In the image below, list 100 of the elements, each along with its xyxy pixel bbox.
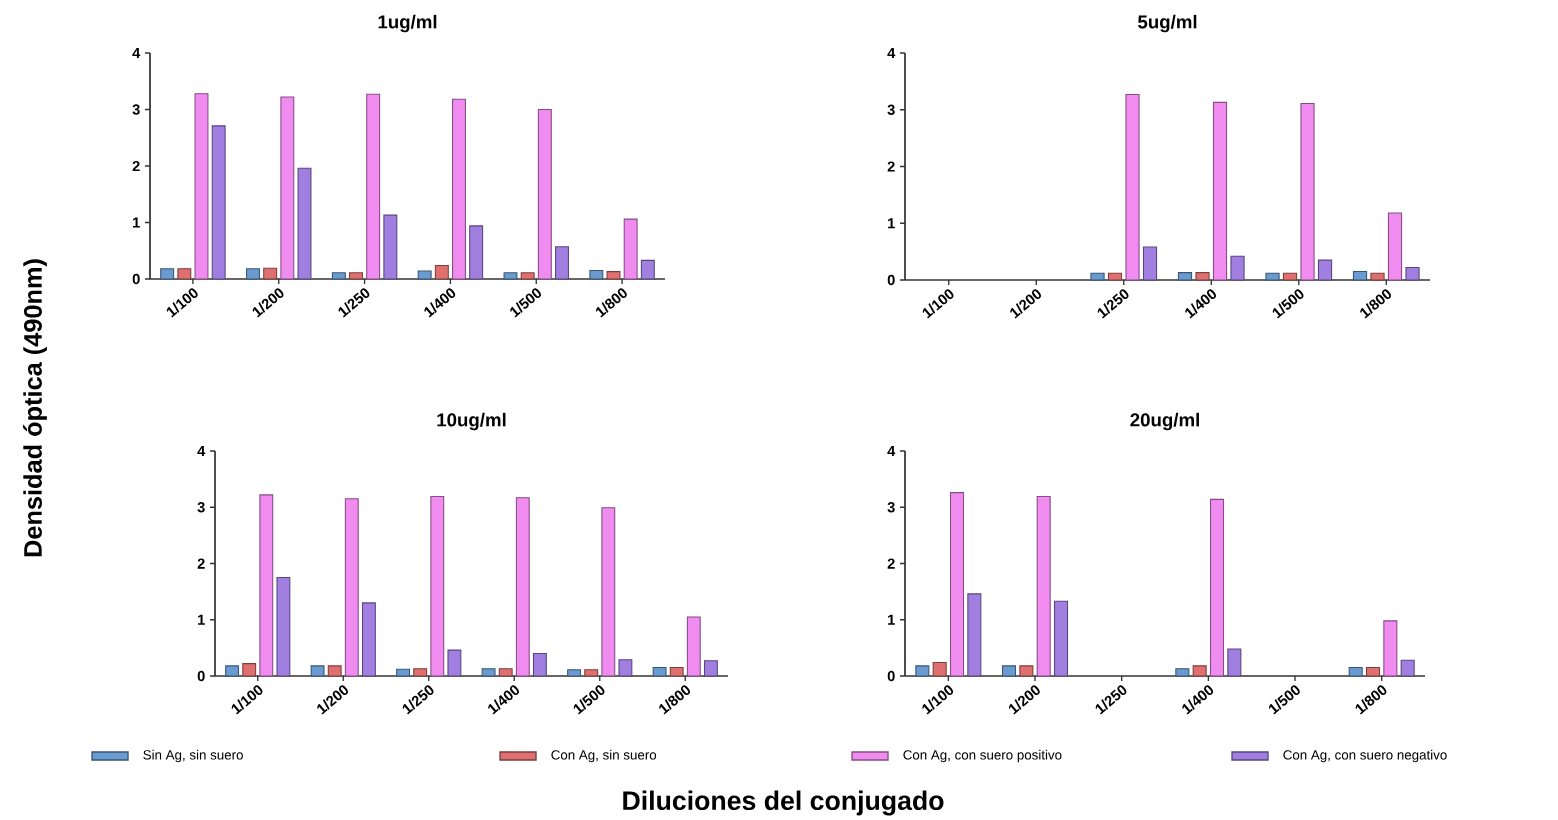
- bar: [498, 668, 513, 677]
- bar: [1317, 259, 1333, 281]
- chart-title: 1ug/ml: [378, 14, 437, 33]
- bar: [1227, 648, 1242, 677]
- bar: [1365, 667, 1381, 677]
- bar: [1036, 496, 1051, 677]
- x-axis-title: Diluciones del conjugado: [623, 790, 944, 816]
- bar: [1125, 93, 1140, 281]
- bar: [280, 96, 295, 280]
- bar: [1053, 600, 1069, 677]
- bar: [520, 272, 535, 280]
- y-tick-label: 4: [887, 445, 896, 457]
- legend-label: Sin Ag, sin suero: [143, 749, 243, 763]
- bar: [259, 494, 274, 677]
- y-tick-label: 4: [197, 445, 206, 457]
- bar: [417, 270, 432, 280]
- bar: [1352, 270, 1368, 281]
- y-tick-label: 0: [197, 670, 205, 682]
- bar: [1405, 266, 1420, 281]
- bar: [967, 593, 982, 677]
- bar: [1001, 665, 1017, 677]
- bar: [1209, 498, 1225, 677]
- bar: [1230, 255, 1245, 281]
- bar: [1195, 272, 1210, 281]
- bar: [447, 649, 462, 677]
- bar: [327, 665, 342, 677]
- bar: [1090, 272, 1105, 281]
- bar: [623, 218, 638, 280]
- y-tick-label: 3: [887, 502, 895, 513]
- bar: [686, 616, 701, 677]
- y-tick-label: 2: [132, 160, 140, 172]
- bar: [606, 271, 621, 280]
- bar: [211, 125, 226, 280]
- y-tick-label: 2: [197, 558, 205, 569]
- y-tick-label: 0: [887, 670, 895, 682]
- bar: [413, 668, 428, 677]
- bar: [177, 268, 192, 280]
- bar: [430, 496, 445, 677]
- bar: [1142, 246, 1158, 281]
- bar: [1175, 668, 1190, 677]
- bar: [532, 652, 547, 677]
- bar: [344, 498, 359, 677]
- bar: [584, 669, 599, 677]
- bar: [515, 497, 530, 677]
- chart-title: 10ug/ml: [437, 412, 506, 431]
- chart-title: 5ug/ml: [1138, 14, 1197, 33]
- chart-title: 20ug/ml: [1130, 412, 1199, 431]
- bar: [1177, 272, 1193, 281]
- bar: [194, 93, 209, 280]
- bar: [1019, 665, 1034, 677]
- y-tick-label: 3: [887, 104, 895, 115]
- bar: [915, 665, 930, 677]
- bar: [567, 669, 582, 677]
- bar: [1212, 101, 1228, 281]
- bar: [1348, 667, 1363, 677]
- bar: [703, 660, 718, 677]
- bar: [276, 577, 291, 677]
- y-tick-label: 3: [197, 502, 205, 513]
- y-tick-label: 1: [888, 614, 895, 625]
- bar: [263, 267, 278, 280]
- bar: [1300, 102, 1315, 281]
- bar: [1265, 272, 1280, 281]
- legend-label: Con Ag, sin suero: [551, 749, 657, 763]
- bar: [652, 667, 667, 677]
- y-tick-label: 0: [887, 274, 895, 286]
- bar: [1282, 272, 1298, 281]
- y-tick-label: 2: [887, 161, 895, 172]
- y-tick-label: 2: [887, 558, 895, 569]
- bar: [331, 272, 346, 280]
- bar: [589, 269, 604, 280]
- bar: [361, 602, 376, 677]
- bar: [225, 665, 240, 677]
- y-tick-label: 4: [132, 47, 141, 59]
- bar: [160, 268, 175, 280]
- bar: [1400, 659, 1415, 677]
- y-tick-label: 1: [198, 614, 205, 625]
- bar: [481, 668, 496, 677]
- bar: [1387, 212, 1403, 281]
- y-axis-title: Densidad óptica (490nm): [23, 259, 47, 557]
- bar: [349, 272, 363, 280]
- bar: [383, 214, 398, 280]
- bar: [669, 667, 684, 677]
- bar: [434, 264, 449, 280]
- y-tick-label: 4: [887, 47, 896, 59]
- bar: [537, 108, 552, 280]
- bar: [1383, 620, 1398, 677]
- bar: [503, 272, 518, 280]
- bar: [949, 492, 965, 677]
- bar: [1370, 272, 1385, 281]
- y-tick-label: 3: [132, 104, 140, 115]
- bar: [1192, 665, 1207, 677]
- bar: [1107, 272, 1123, 281]
- bar: [452, 98, 466, 280]
- bar: [297, 167, 312, 280]
- bar: [555, 246, 569, 280]
- bar: [469, 225, 484, 280]
- y-tick-label: 0: [132, 273, 140, 285]
- bar: [640, 259, 655, 280]
- legend-label: Con Ag, con suero negativo: [1283, 749, 1447, 763]
- bar: [366, 93, 381, 280]
